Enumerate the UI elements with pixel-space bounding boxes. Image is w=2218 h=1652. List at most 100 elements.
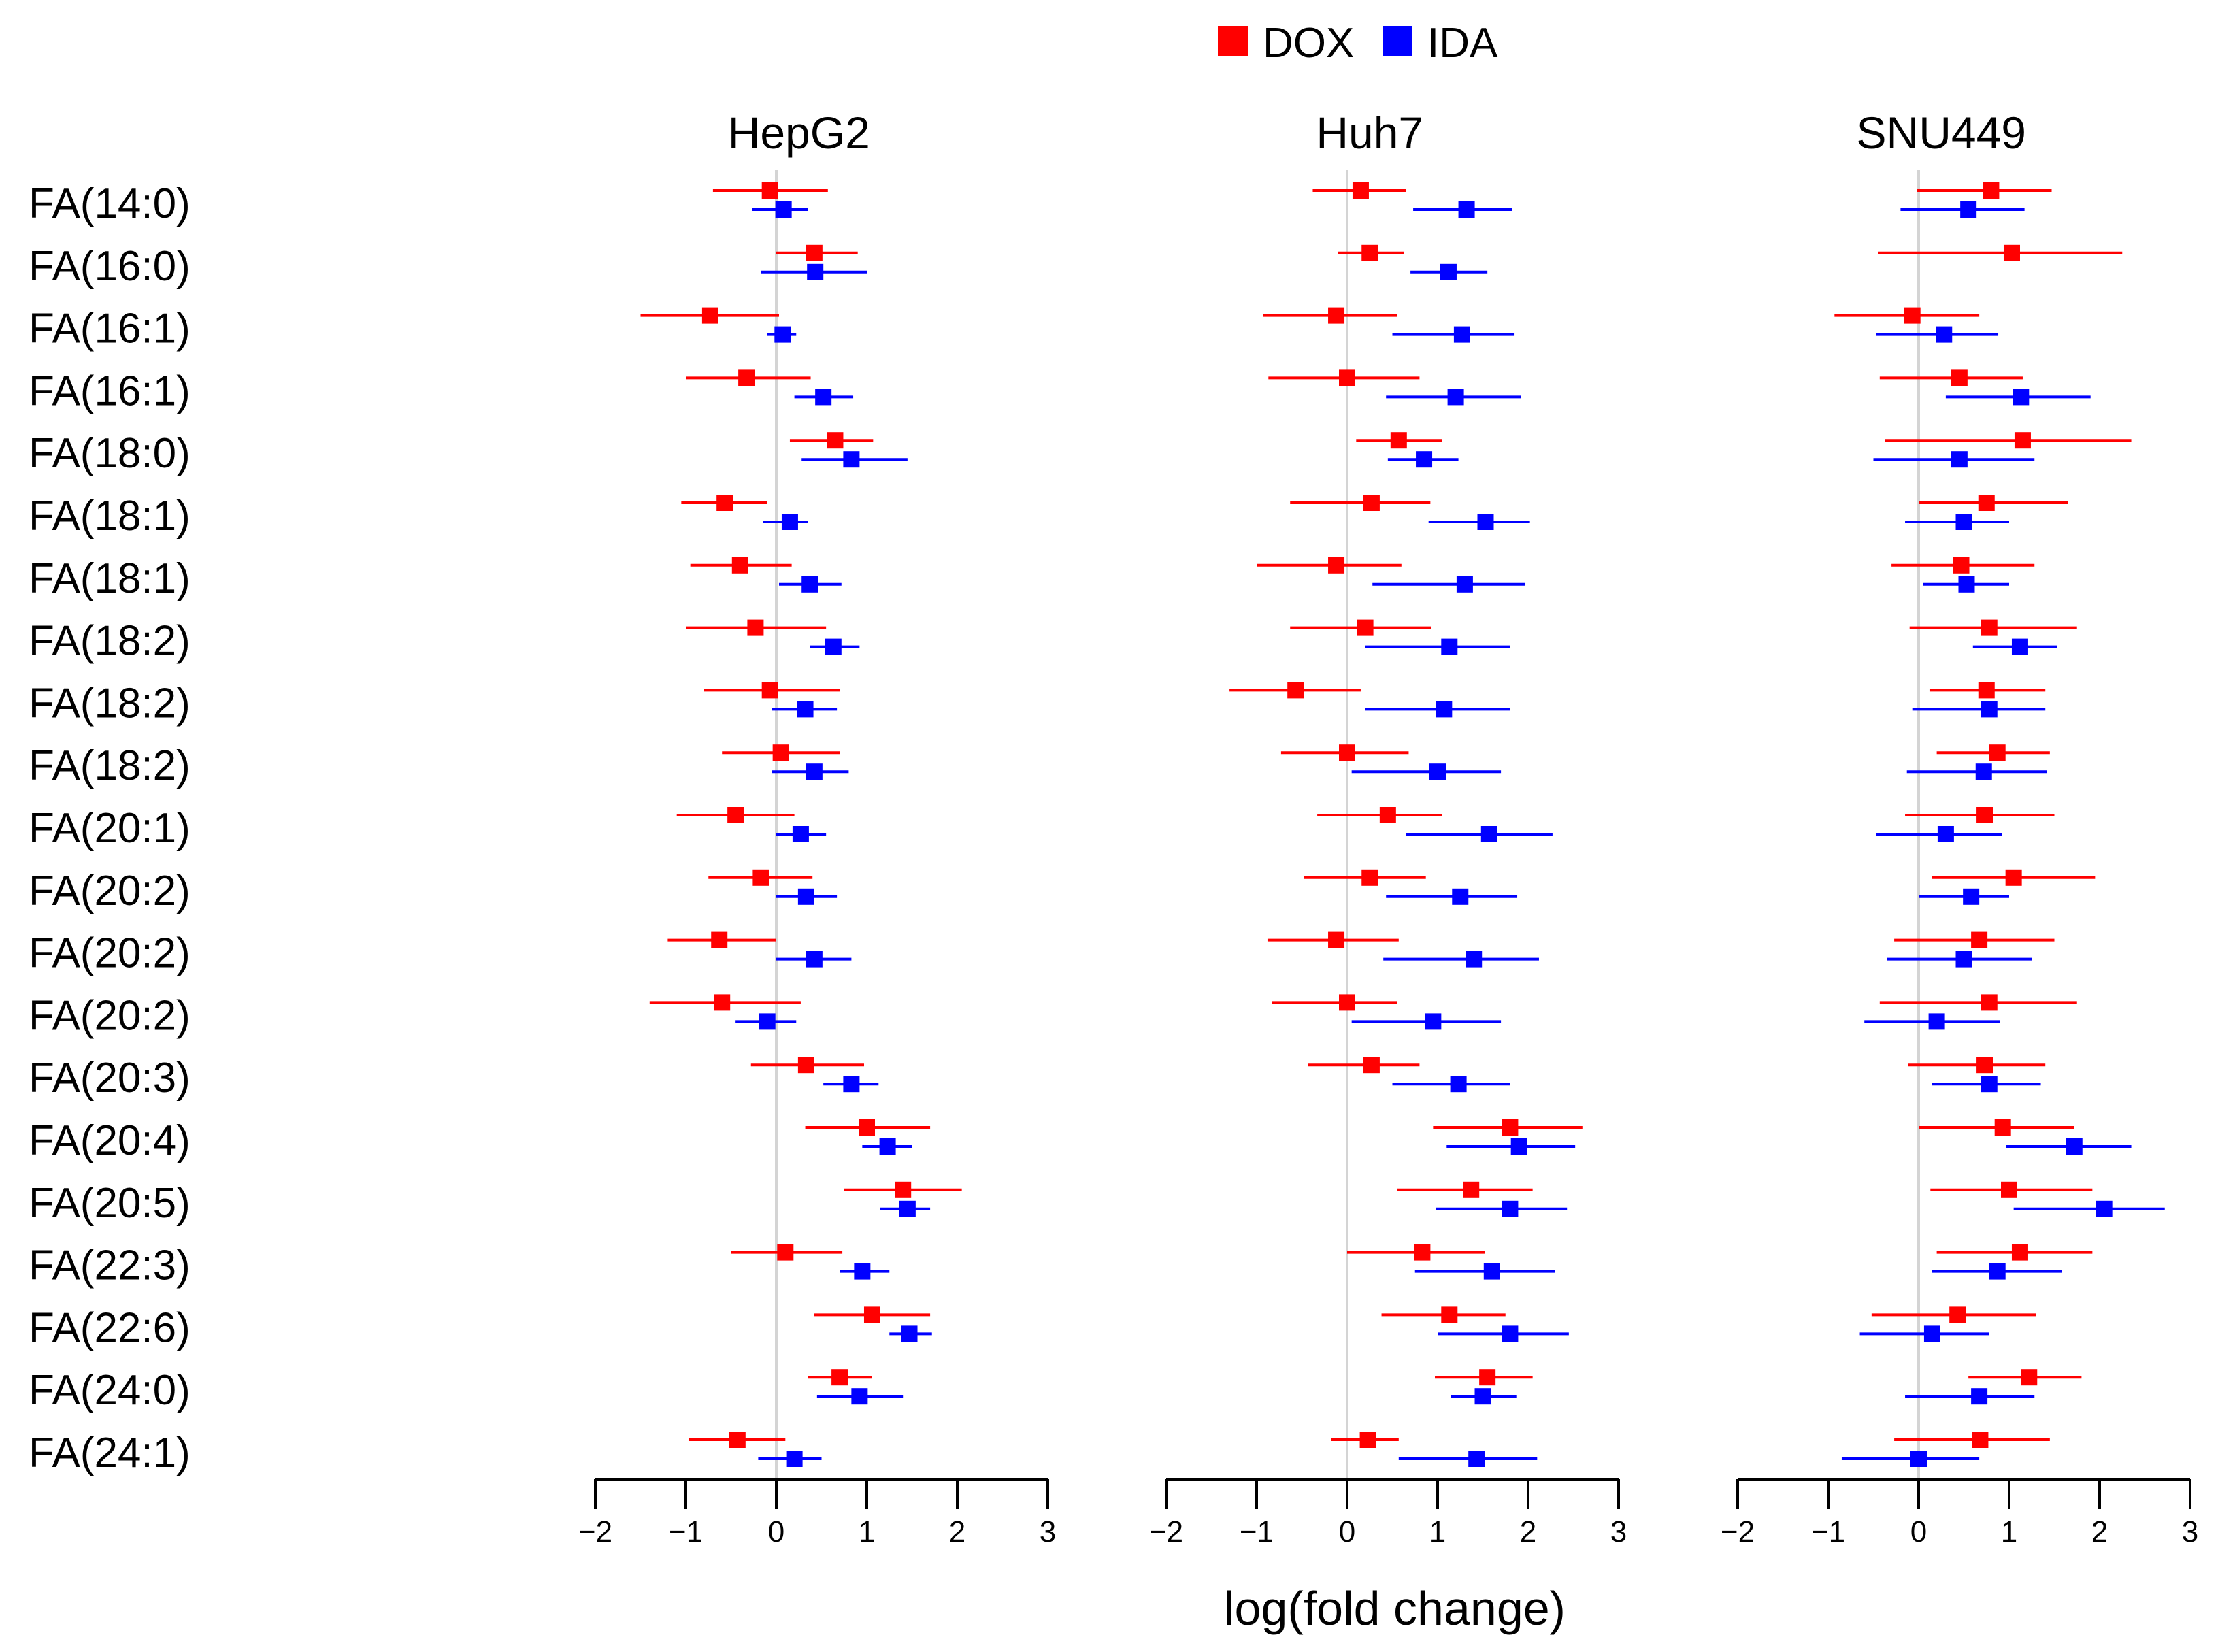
dox-point (1953, 557, 1970, 574)
series-ida (1841, 201, 2165, 1467)
dox-point (747, 619, 764, 636)
row-label: FA(18:1) (29, 555, 191, 602)
x-tick-label: 3 (2182, 1515, 2198, 1549)
ida-point (843, 451, 860, 468)
dox-point (1328, 931, 1345, 948)
dox-point (701, 307, 718, 324)
row-label: FA(20:5) (29, 1180, 191, 1227)
dox-point (1361, 869, 1378, 886)
dox-point (831, 1369, 848, 1386)
dox-point (761, 682, 778, 699)
ida-point (1483, 1263, 1500, 1280)
ida-point (1975, 763, 1992, 780)
panel-title: Huh7 (1316, 108, 1423, 158)
x-tick-label: 2 (2091, 1515, 2108, 1549)
dox-point (1359, 1432, 1376, 1448)
ida-point (1958, 576, 1975, 593)
ida-point (1416, 451, 1433, 468)
dox-point (711, 931, 728, 948)
ida-point (807, 263, 824, 280)
legend: DOX IDA (1218, 20, 1498, 67)
dox-point (1981, 619, 1998, 636)
dox-point (716, 495, 733, 511)
ida-point (1436, 701, 1453, 718)
series-dox (640, 182, 962, 1448)
ida-point (1468, 1451, 1485, 1467)
ida-point (797, 701, 814, 718)
row-label: FA(18:2) (29, 680, 191, 727)
x-tick-label: 1 (2001, 1515, 2017, 1549)
x-tick-label: −1 (669, 1515, 703, 1549)
ida-point (806, 951, 823, 968)
dox-point (1976, 1057, 1993, 1074)
x-tick-label: −2 (1149, 1515, 1183, 1549)
dox-point (752, 869, 769, 886)
ida-point (854, 1263, 871, 1280)
dox-point (1441, 1306, 1458, 1323)
ida-point (786, 1451, 803, 1467)
dox-point (1339, 994, 1355, 1011)
ida-point (1458, 201, 1475, 218)
dox-point (1981, 994, 1998, 1011)
ida-point (1955, 514, 1972, 530)
legend-label-dox: DOX (1263, 20, 1354, 67)
row-label: FA(18:2) (29, 742, 191, 789)
dox-point (1978, 495, 1995, 511)
dox-point (2003, 244, 2020, 261)
x-tick-label: 3 (1610, 1515, 1627, 1549)
dox-point (827, 432, 844, 449)
x-tick-label: −2 (578, 1515, 612, 1549)
dox-point (2014, 432, 2031, 449)
x-tick-label: 0 (768, 1515, 784, 1549)
panel-hepg2: HepG2 −2 −1 0 1 2 3 (578, 108, 1056, 1549)
ida-point (1425, 1013, 1442, 1030)
dox-point (1976, 807, 1993, 823)
dox-point (2021, 1369, 2038, 1386)
ida-point (1450, 1076, 1467, 1093)
ida-point (1923, 1325, 1940, 1342)
series-dox (1229, 182, 1583, 1448)
dox-point (1414, 1244, 1431, 1261)
row-label: FA(16:0) (29, 243, 191, 290)
ida-point (2013, 389, 2030, 406)
dox-point (1479, 1369, 1496, 1386)
ida-point (797, 888, 814, 905)
ida-point (879, 1138, 896, 1155)
dox-point (895, 1181, 912, 1198)
dox-point (1502, 1119, 1519, 1136)
dox-point (761, 182, 778, 199)
dox-point (2011, 1244, 2028, 1261)
ida-point (2011, 638, 2028, 655)
dox-point (1361, 244, 1378, 261)
row-label: FA(20:3) (29, 1055, 191, 1102)
dox-point (1379, 807, 1396, 823)
ida-point (1989, 1263, 2006, 1280)
ida-point (1955, 951, 1972, 968)
ida-point (1452, 888, 1469, 905)
row-label: FA(20:4) (29, 1117, 191, 1164)
ida-point (899, 1200, 916, 1217)
series-ida (735, 201, 932, 1467)
dox-point (1363, 495, 1380, 511)
x-tick-label: 3 (1040, 1515, 1056, 1549)
ida-point (1502, 1325, 1519, 1342)
panels: HepG2 −2 −1 0 1 2 3 Huh7 −2 −1 0 1 2 3 SNU449 −2 −1 0 1 2 3 (578, 108, 2198, 1549)
x-tick-label: 1 (859, 1515, 875, 1549)
dox-point (1363, 1057, 1380, 1074)
row-label: FA(14:0) (29, 180, 191, 227)
dox-point (1339, 744, 1355, 761)
dox-point (1978, 682, 1995, 699)
dox-point (1971, 931, 1988, 948)
x-tick-label: −1 (1240, 1515, 1274, 1549)
dox-point (1989, 744, 2006, 761)
ida-point (1474, 1388, 1491, 1405)
ida-point (1910, 1451, 1927, 1467)
dox-point (738, 369, 755, 386)
ida-point (1960, 201, 1977, 218)
ida-point (851, 1388, 868, 1405)
ida-point (825, 638, 842, 655)
x-axis-title: log(fold change) (1224, 1582, 1566, 1635)
panel-huh7: Huh7 −2 −1 0 1 2 3 (1149, 108, 1627, 1549)
row-label: FA(16:1) (29, 305, 191, 352)
